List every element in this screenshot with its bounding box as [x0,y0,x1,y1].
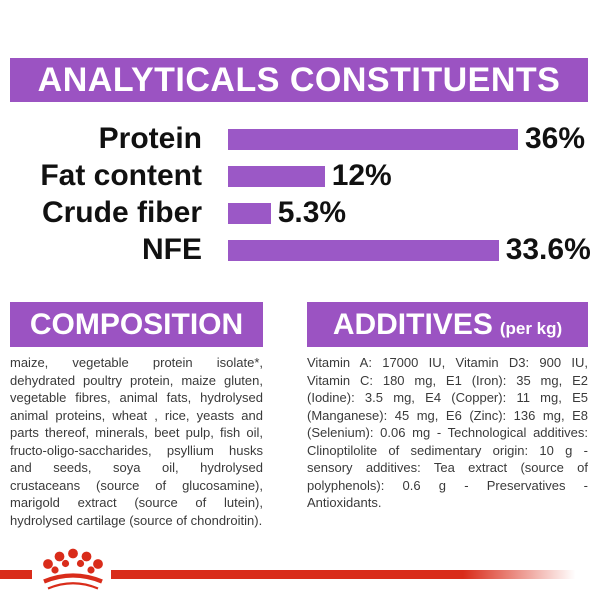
chart-row: Crude fiber 5.3% [10,196,590,229]
composition-body-text: maize, vegetable protein isolate*, dehyd… [10,355,263,528]
additives-body-text: Vitamin A: 17000 IU, Vitamin D3: 900 IU,… [307,355,588,510]
chart-bar [228,202,271,224]
chart-bar [228,239,499,261]
additives-section: ADDITIVES (per kg) Vitamin A: 17000 IU, … [307,302,588,512]
composition-header: COMPOSITION [10,302,263,347]
chart-row: Fat content 12% [10,159,590,192]
chart-value-label: 12% [331,159,392,192]
chart-bar [228,165,325,187]
additives-title: ADDITIVES [332,308,493,341]
analytical-constituents-title: ANALYTICALS CONSTITUENTS [37,60,561,99]
brand-rule-right [111,570,600,579]
additives-title-suffix: (per kg) [499,319,563,338]
chart-row: NFE 33.6% [10,233,591,266]
chart-row: Protein 36% [10,122,590,155]
composition-section: COMPOSITION maize, vegetable protein iso… [10,302,263,529]
chart-category-label: Protein [98,122,202,155]
chart-value-label: 5.3% [277,196,347,229]
additives-header: ADDITIVES (per kg) [307,302,588,347]
composition-title: COMPOSITION [29,308,244,341]
chart-value-label: 33.6% [505,233,591,266]
chart-category-label: Crude fiber [41,196,202,229]
brand-rule-left [0,570,32,579]
chart-value-label: 36% [525,122,586,155]
chart-bar [228,128,518,150]
constituents-bar-chart: Protein 36% Fat content 12% Crude fiber … [10,122,591,276]
chart-category-label: NFE [142,233,202,266]
chart-category-label: Fat content [40,159,202,192]
royal-canin-crown-icon [43,548,103,590]
analytical-constituents-header: ANALYTICALS CONSTITUENTS [10,58,588,102]
